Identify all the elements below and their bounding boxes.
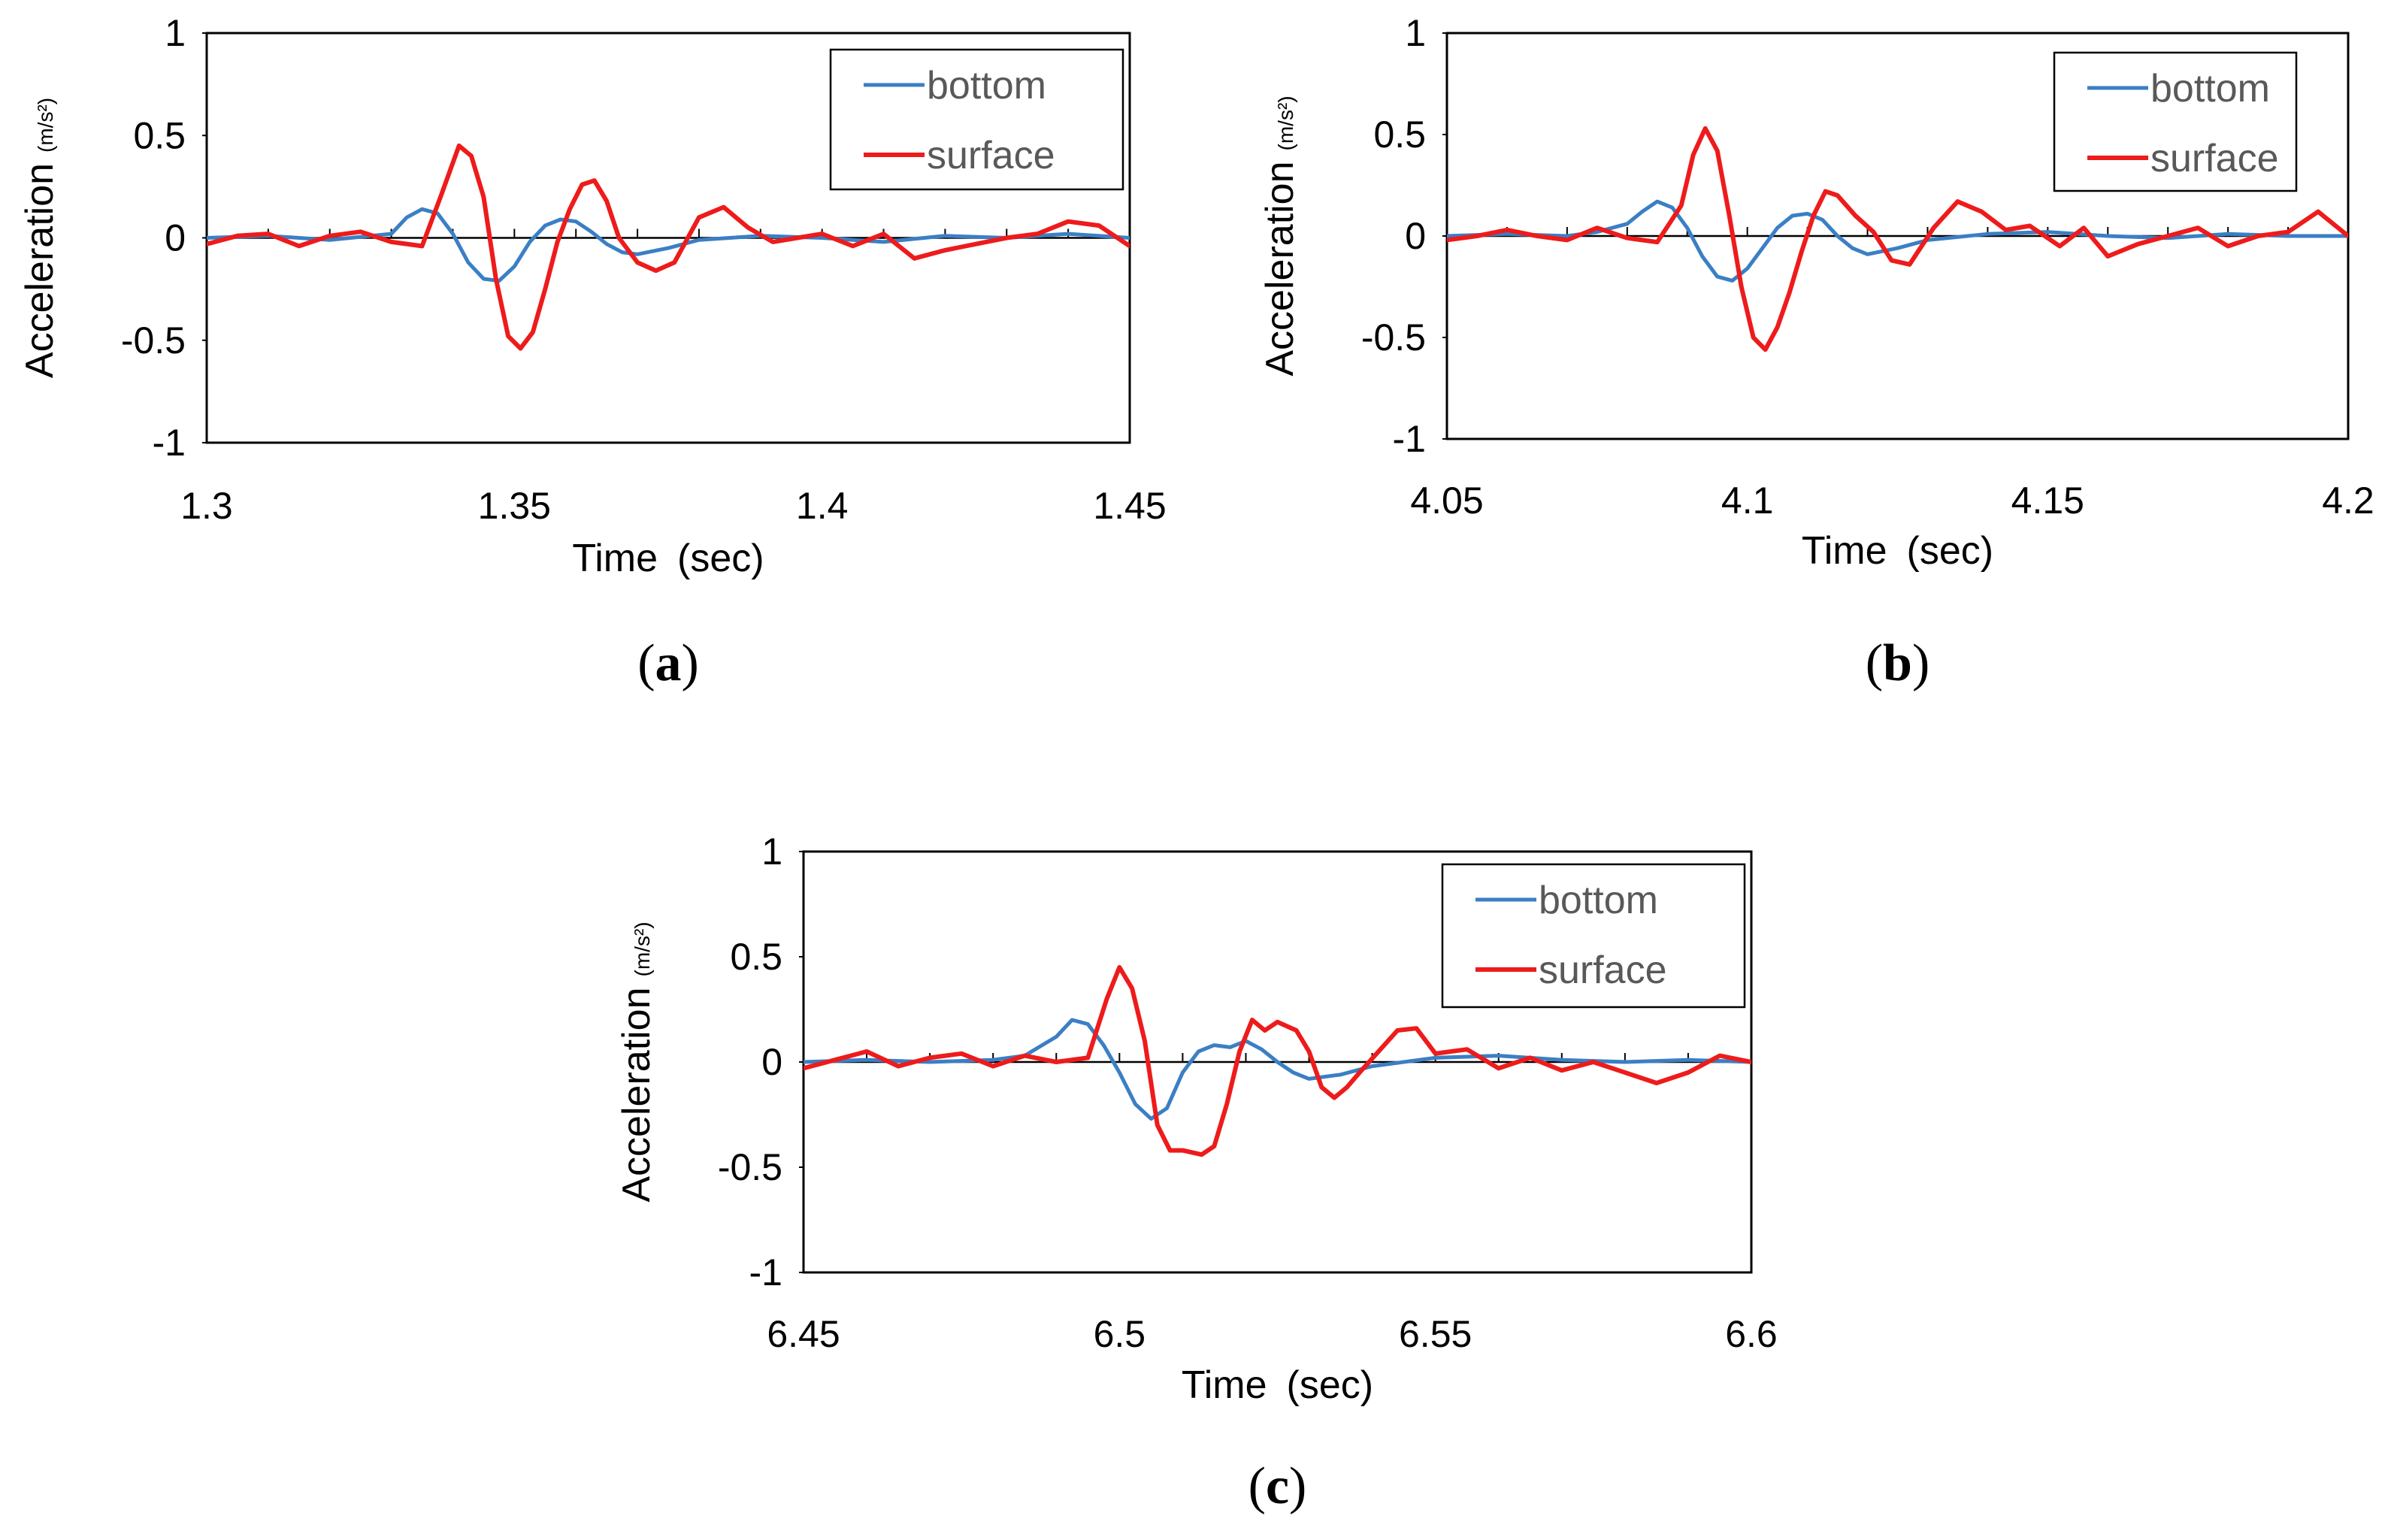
y-axis-title: Acceleration (m/s²): [18, 98, 62, 378]
chart-panel-b: 1 0.5 0 -0.5 -1 4.05 4.1 4.15 4.2 Time (sec) Accele…: [1258, 12, 2374, 692]
x-tick-label: 6.6: [1725, 1313, 1778, 1355]
series-line-bottom: [1447, 199, 2348, 283]
y-tick-label: 1: [761, 831, 782, 873]
y-tick-label: -1: [1393, 418, 1426, 460]
x-tick-label: 6.5: [1094, 1313, 1146, 1355]
legend-box: [1441, 863, 1746, 1009]
y-axis-title: Acceleration (m/s²): [1258, 95, 1302, 376]
x-axis-title: Time (sec): [1182, 1363, 1373, 1407]
y-tick-label: 0: [165, 217, 186, 259]
x-axis-title: Time (sec): [572, 537, 764, 580]
x-tick-label: 1.35: [478, 485, 551, 527]
legend: bottom surface: [1441, 863, 1746, 1009]
legend: bottom surface: [829, 48, 1124, 191]
x-tick-label: 4.15: [2011, 480, 2084, 522]
x-tick-label: 1.45: [1093, 485, 1166, 527]
series-line-bottom: [804, 1018, 1751, 1121]
x-tick-label: 6.45: [767, 1313, 840, 1355]
chart-panel-a: 1 0.5 0 -0.5 -1 1.3 1.35 1.4 1.45 Time (sec) Accele…: [18, 12, 1167, 692]
y-tick-label: -0.5: [1361, 316, 1426, 359]
y-axis-title: Acceleration (m/s²): [615, 921, 658, 1202]
y-axis-unit: (m/s²): [631, 921, 654, 976]
y-axis-unit: (m/s²): [1274, 95, 1297, 150]
x-tick-label: 1.3: [180, 485, 233, 527]
y-tick-label: -0.5: [718, 1146, 782, 1188]
x-tick-label: 4.1: [1721, 480, 1774, 522]
legend: bottom surface: [2053, 51, 2298, 192]
y-tick-label: 0: [1405, 215, 1426, 257]
legend-box: [829, 48, 1124, 191]
y-tick-label: 1: [1405, 12, 1426, 54]
y-axis-unit: (m/s²): [34, 98, 57, 153]
chart-panel-c: 1 0.5 0 -0.5 -1 6.45 6.5 6.55 6.6 Time (sec) Accele…: [615, 831, 1778, 1515]
y-tick-label: -0.5: [121, 319, 186, 362]
x-axis-title-text: Time: [1802, 529, 1887, 573]
legend-box: [2053, 51, 2298, 192]
series-line-surface: [207, 143, 1130, 351]
y-tick-label: 0: [761, 1041, 782, 1083]
y-tick-label: 0.5: [1373, 113, 1426, 156]
x-tick-label: 6.55: [1399, 1313, 1472, 1355]
x-tick-label: 4.2: [2322, 480, 2374, 522]
y-tick-label: 1: [165, 12, 186, 54]
x-tick-label: 4.05: [1410, 480, 1483, 522]
legend-label-surface: surface: [2150, 137, 2279, 180]
series-line-surface: [804, 965, 1751, 1157]
series-line-surface: [1447, 126, 2348, 352]
legend-label-surface: surface: [927, 134, 1055, 177]
x-axis-title-text: Time: [572, 537, 658, 580]
legend-label-bottom: bottom: [1539, 879, 1658, 922]
y-axis-title-text: Acceleration: [18, 163, 62, 378]
y-axis-title-text: Acceleration: [1258, 161, 1302, 376]
legend-label-bottom: bottom: [927, 64, 1046, 107]
panel-label: (b): [1866, 634, 1930, 692]
legend-label-surface: surface: [1539, 949, 1667, 992]
panel-label: (c): [1248, 1457, 1307, 1515]
y-tick-label: 0.5: [133, 114, 186, 156]
x-axis-unit: (sec): [677, 537, 764, 580]
panel-label: (a): [637, 634, 699, 692]
x-axis-title: Time (sec): [1802, 529, 1993, 573]
y-tick-label: -1: [749, 1251, 782, 1293]
x-axis-unit: (sec): [1287, 1363, 1374, 1407]
x-axis-unit: (sec): [1907, 529, 1994, 573]
y-tick-label: 0.5: [730, 936, 782, 978]
y-tick-label: -1: [153, 422, 186, 464]
y-axis-title-text: Acceleration: [615, 987, 658, 1202]
legend-label-bottom: bottom: [2150, 67, 2270, 110]
x-tick-label: 1.4: [796, 485, 849, 527]
x-axis-title-text: Time: [1182, 1363, 1267, 1407]
series-line-bottom: [207, 207, 1130, 283]
